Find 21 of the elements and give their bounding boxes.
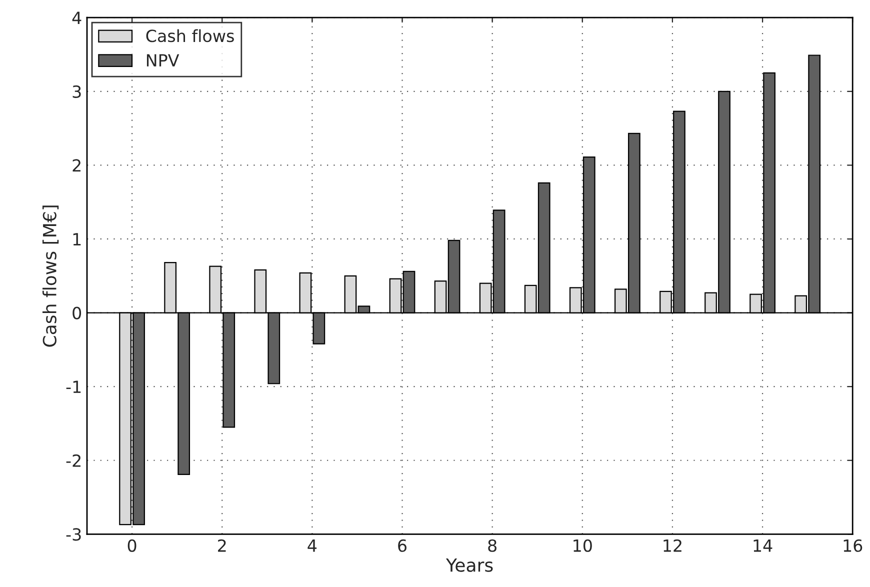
x-tick-label: 0	[128, 539, 136, 552]
x-tick-label: 14	[754, 540, 772, 552]
y-axis-title: Cash flows [M€]	[42, 206, 59, 347]
y-tick-label: -3	[66, 528, 81, 541]
y-tick-label: 4	[72, 12, 82, 24]
y-tick-label: 0	[72, 306, 82, 320]
y-tick-label: 2	[72, 159, 80, 172]
legend-label: Cash flows	[146, 29, 234, 42]
y-tick-label: 1	[73, 233, 81, 246]
x-tick-label: 6	[398, 539, 406, 552]
legend-label: NPV	[146, 54, 180, 66]
x-tick-label: 4	[308, 540, 317, 552]
x-axis-title: Years	[446, 558, 493, 572]
x-tick-label: 2	[218, 539, 226, 552]
x-tick-label: 16	[844, 539, 862, 552]
y-tick-label: -1	[66, 380, 81, 393]
x-tick-label: 8	[488, 539, 496, 552]
x-tick-label: 10	[574, 539, 592, 552]
y-tick-label: -2	[66, 454, 80, 467]
x-tick-label: 12	[664, 539, 682, 552]
y-tick-label: 3	[72, 85, 81, 98]
